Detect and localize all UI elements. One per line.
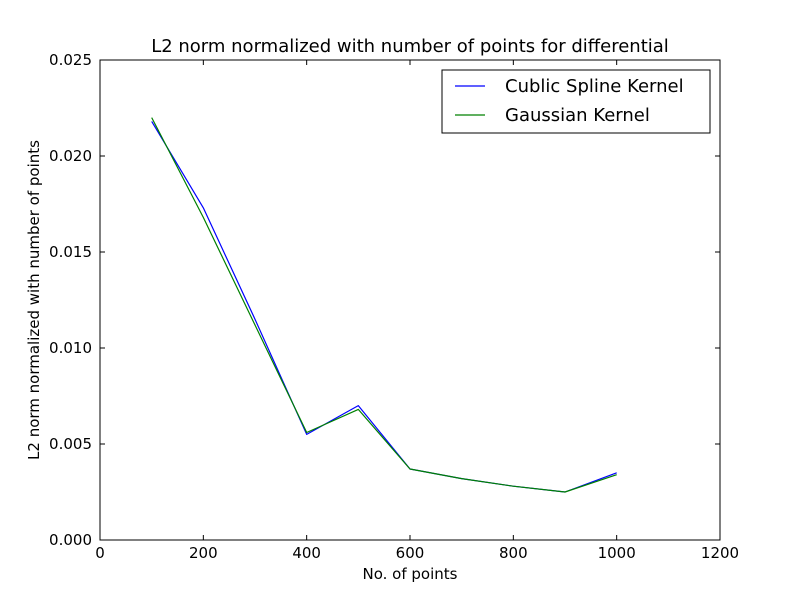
x-tick-label: 0	[95, 544, 105, 562]
y-tick-label: 0.000	[49, 531, 92, 549]
y-tick-label: 0.005	[49, 435, 92, 453]
series-line-2	[151, 117, 617, 493]
series-layer	[151, 117, 617, 493]
legend-box	[441, 69, 711, 134]
x-tick-label: 1000	[598, 544, 636, 562]
chart-title: L2 norm normalized with number of points…	[151, 36, 669, 57]
x-tick-label: 1200	[701, 544, 739, 562]
x-tick-label: 600	[396, 544, 425, 562]
y-tick-label: 0.025	[49, 51, 92, 69]
axes-layer: 0 200 400 600 800 1000 1200 0.000 0.005 0.010 0.01…	[49, 51, 739, 562]
x-axis-label: No. of points	[363, 565, 458, 583]
y-axis-label: L2 norm normalized with number of points	[25, 140, 43, 460]
y-tick-label: 0.020	[49, 147, 92, 165]
legend: Cublic Spline Kernel Gaussian Kernel	[441, 69, 711, 134]
series-line-1	[151, 121, 617, 493]
x-tick-label: 400	[292, 544, 321, 562]
x-tick-label: 800	[499, 544, 528, 562]
legend-label-1: Cublic Spline Kernel	[505, 76, 684, 97]
y-tick-label: 0.015	[49, 243, 92, 261]
x-tick-label: 200	[189, 544, 218, 562]
legend-label-2: Gaussian Kernel	[505, 105, 650, 126]
y-tick-label: 0.010	[49, 339, 92, 357]
